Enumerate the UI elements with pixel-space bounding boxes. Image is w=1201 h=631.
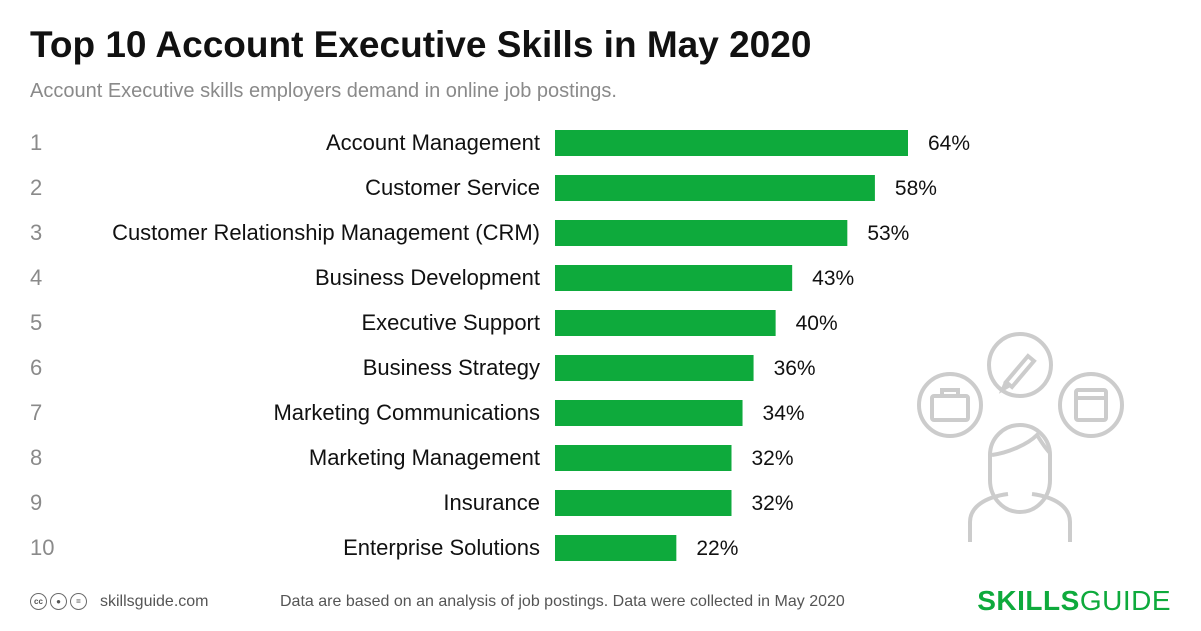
category-label: Account Management (326, 130, 540, 155)
data-note: Data are based on an analysis of job pos… (280, 593, 845, 610)
brand-logo[interactable]: SKILLSGUIDE (977, 585, 1171, 617)
rank-label: 2 (30, 175, 42, 200)
bar (555, 310, 776, 336)
rank-label: 9 (30, 490, 42, 515)
bar (555, 400, 743, 426)
value-label: 34% (763, 402, 805, 425)
site-link[interactable]: skillsguide.com (100, 593, 209, 610)
category-label: Insurance (443, 490, 540, 515)
equals-icon: = (70, 593, 87, 610)
cc-icon: cc (30, 593, 47, 610)
category-label: Business Development (315, 265, 540, 290)
rank-label: 3 (30, 220, 42, 245)
value-label: 32% (752, 447, 794, 470)
value-label: 43% (812, 267, 854, 290)
rank-label: 5 (30, 310, 42, 335)
rank-label: 6 (30, 355, 42, 380)
category-label: Customer Service (365, 175, 540, 200)
rank-label: 8 (30, 445, 42, 470)
license-icons: cc ● = (30, 593, 87, 610)
value-label: 40% (796, 312, 838, 335)
rank-label: 10 (30, 535, 54, 560)
bar (555, 355, 754, 381)
value-label: 64% (928, 132, 970, 155)
rank-label: 4 (30, 265, 42, 290)
bar (555, 535, 677, 561)
bar (555, 445, 732, 471)
value-label: 36% (774, 357, 816, 380)
category-label: Marketing Management (309, 445, 540, 470)
value-label: 53% (867, 222, 909, 245)
value-label: 22% (696, 537, 738, 560)
category-label: Customer Relationship Management (CRM) (112, 220, 540, 245)
bar (555, 130, 908, 156)
person-skills-illustration (917, 332, 1124, 542)
rank-label: 1 (30, 130, 42, 155)
by-icon: ● (50, 593, 67, 610)
value-label: 32% (752, 492, 794, 515)
brand-bold: SKILLS (977, 585, 1080, 616)
bar-chart: 1 Account Management 64% 2 Customer Service 5… (30, 130, 970, 561)
chart-subtitle: Account Executive skills employers deman… (30, 80, 617, 102)
category-label: Enterprise Solutions (343, 535, 540, 560)
rank-label: 7 (30, 400, 42, 425)
category-label: Marketing Communications (273, 400, 540, 425)
bar (555, 175, 875, 201)
bar (555, 265, 793, 291)
bar (555, 490, 732, 516)
brand-regular: GUIDE (1079, 585, 1171, 616)
category-label: Executive Support (361, 310, 540, 335)
chart-title: Top 10 Account Executive Skills in May 2… (30, 24, 812, 65)
category-label: Business Strategy (363, 355, 540, 380)
value-label: 58% (895, 177, 937, 200)
bar (555, 220, 848, 246)
